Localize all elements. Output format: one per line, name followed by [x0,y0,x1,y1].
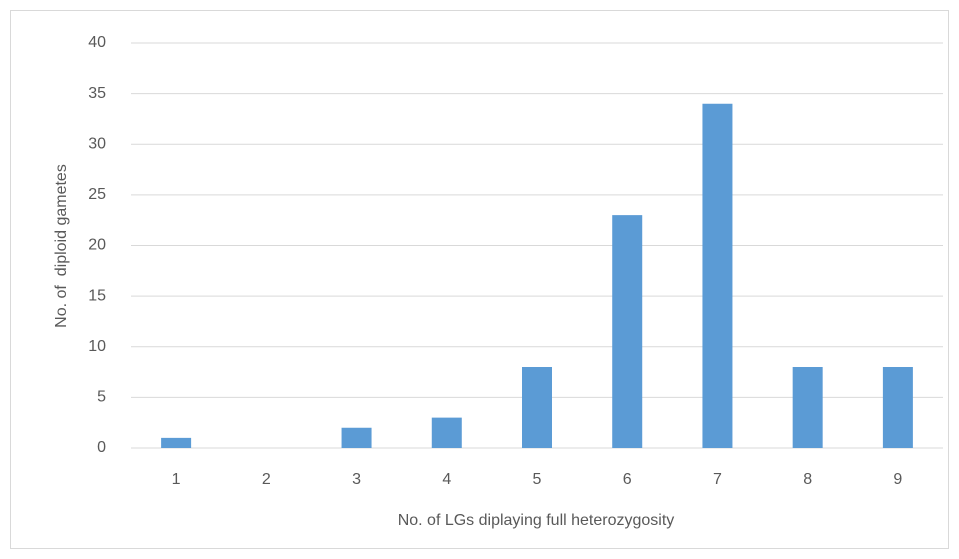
x-tick-label: 9 [893,471,902,488]
y-tick-label: 30 [88,135,106,152]
y-tick-label: 10 [88,338,106,355]
x-tick-label: 8 [803,471,812,488]
bar [431,417,462,448]
x-axis-label: No. of LGs diplaying full heterozygosity [398,512,675,529]
y-tick-label: 35 [88,85,106,102]
y-tick-label: 5 [97,389,106,406]
bar [612,215,643,448]
bar [341,427,372,448]
x-tick-label: 4 [442,471,451,488]
y-axis-label: No. of diploid gametes [53,164,70,328]
x-tick-label: 6 [623,471,632,488]
x-tick-label: 2 [262,471,271,488]
x-tick-label: 1 [172,471,181,488]
x-tick-label: 5 [533,471,542,488]
x-tick-label: 3 [352,471,361,488]
y-tick-label: 20 [88,237,106,254]
y-tick-label: 0 [97,439,106,456]
bar [702,103,733,448]
bar [161,437,192,448]
chart-border [10,10,949,549]
y-tick-label: 25 [88,186,106,203]
y-tick-label: 40 [88,34,106,51]
bar [882,367,913,448]
bar [522,367,552,448]
bar [792,367,823,448]
y-tick-label: 15 [88,287,106,304]
x-tick-label: 7 [713,471,722,488]
